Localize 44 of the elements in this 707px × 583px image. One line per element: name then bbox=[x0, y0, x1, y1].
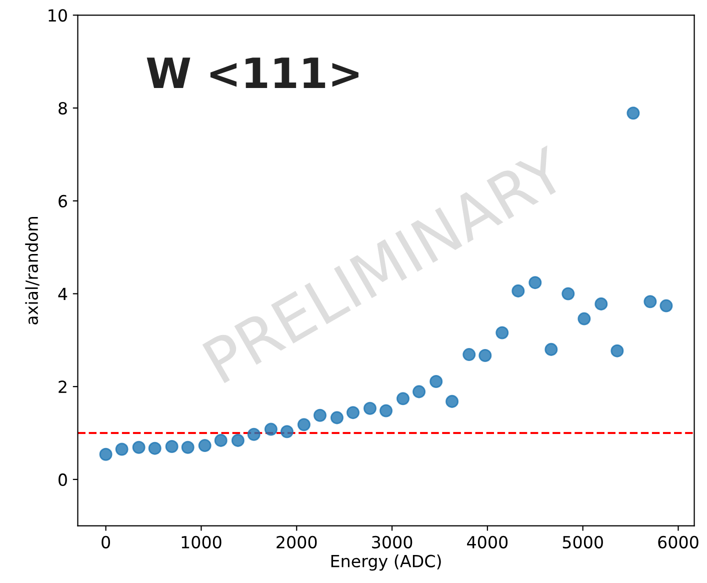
point bbox=[446, 394, 459, 408]
point bbox=[115, 442, 128, 456]
point bbox=[181, 440, 194, 454]
y-tick-label: 6 bbox=[58, 194, 67, 208]
x-tick-label: 1000 bbox=[182, 536, 222, 548]
point bbox=[594, 297, 608, 310]
point bbox=[165, 440, 178, 453]
point bbox=[214, 434, 228, 447]
x-tick-label: 0 bbox=[102, 536, 110, 548]
y-tick-label: 2 bbox=[58, 380, 66, 393]
point bbox=[264, 422, 278, 436]
x-axis-title: Energy (ADC) bbox=[331, 554, 441, 571]
point bbox=[231, 434, 244, 447]
y-tick-label: 0 bbox=[58, 473, 67, 486]
point bbox=[313, 408, 327, 422]
point bbox=[99, 448, 112, 461]
point bbox=[198, 439, 212, 452]
point bbox=[330, 411, 344, 424]
point bbox=[380, 404, 393, 418]
point bbox=[132, 440, 146, 454]
x-tick-label: 6000 bbox=[658, 536, 698, 548]
point bbox=[363, 402, 376, 415]
point bbox=[396, 392, 410, 406]
point bbox=[412, 385, 426, 398]
x-tick-label: 5000 bbox=[562, 536, 603, 548]
point bbox=[297, 418, 310, 432]
point bbox=[610, 344, 624, 358]
point bbox=[562, 287, 575, 300]
point bbox=[660, 299, 673, 312]
annotation: W <111> bbox=[146, 58, 358, 88]
point bbox=[578, 312, 591, 326]
y-axis-title: axial/random bbox=[25, 217, 40, 324]
y-tick-label: 8 bbox=[58, 102, 67, 115]
point bbox=[280, 425, 294, 438]
y-tick-label: 4 bbox=[58, 288, 68, 300]
point bbox=[346, 406, 360, 420]
x-tick-label: 3000 bbox=[372, 536, 412, 548]
point bbox=[247, 428, 260, 441]
x-tick-label: 2000 bbox=[276, 536, 317, 548]
x-tick-label: 4000 bbox=[467, 536, 508, 548]
point bbox=[644, 295, 657, 308]
point bbox=[148, 442, 162, 455]
y-tick-label: 10 bbox=[48, 9, 67, 22]
point bbox=[626, 106, 640, 120]
